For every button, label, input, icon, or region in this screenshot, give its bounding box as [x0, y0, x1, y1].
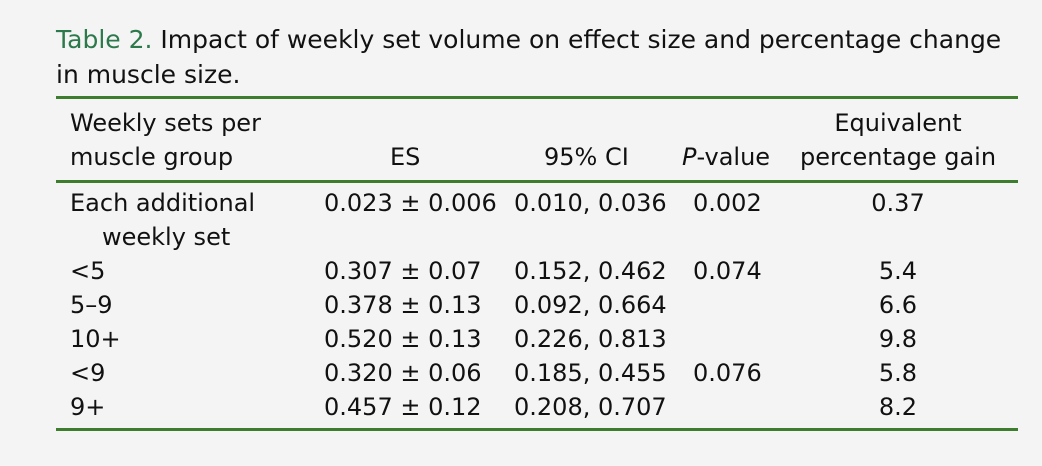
table-caption-text: Impact of weekly set volume on effect si…: [56, 25, 1002, 89]
table-cell-gain: 8.2: [878, 393, 918, 421]
row-group-line2: weekly set: [102, 223, 231, 251]
header-gain-line2: percentage gain: [799, 143, 997, 171]
header-p-letter: P: [682, 143, 697, 171]
table-cell-gain: 6.6: [878, 291, 918, 319]
table-cell-ci: 0.010, 0.036: [514, 189, 667, 217]
table-cell-ci: 0.185, 0.455: [514, 359, 667, 387]
table-cell-es: 0.378 ± 0.13: [324, 291, 482, 319]
table-label: Table 2.: [56, 25, 153, 54]
header-gain-line1: Equivalent: [834, 109, 962, 137]
table-cell-ci: 0.226, 0.813: [514, 325, 667, 353]
header-weekly-sets-line1: Weekly sets per: [70, 109, 261, 137]
header-ci: 95% CI: [544, 143, 629, 171]
table-cell-es: 0.520 ± 0.13: [324, 325, 482, 353]
table-cell-es: 0.307 ± 0.07: [324, 257, 482, 285]
header-es: ES: [390, 143, 421, 171]
header-p-value: P-value: [682, 140, 770, 174]
table-row-group: Each additional weekly set: [70, 186, 255, 254]
header-percentage-gain: Equivalent percentage gain: [798, 106, 998, 174]
table-cell-es: 0.023 ± 0.006: [324, 189, 497, 217]
table-cell-group: 9+: [70, 393, 106, 421]
table-cell-es: 0.457 ± 0.12: [324, 393, 482, 421]
table-cell-p: 0.076: [693, 359, 762, 387]
header-weekly-sets-line2: muscle group: [70, 143, 234, 171]
table-cell-p: 0.002: [693, 189, 762, 217]
row-group-line1: Each additional: [70, 189, 256, 217]
table-cell-ci: 0.152, 0.462: [514, 257, 667, 285]
table-cell-gain: 9.8: [878, 325, 918, 353]
table-cell-group: <5: [70, 257, 106, 285]
header-p-suffix: -value: [696, 143, 771, 171]
top-rule: [56, 96, 1018, 99]
table-caption: Table 2. Impact of weekly set volume on …: [56, 22, 1018, 92]
header-weekly-sets: Weekly sets per muscle group: [70, 106, 261, 174]
bottom-rule: [56, 428, 1018, 431]
table-cell-ci: 0.092, 0.664: [514, 291, 667, 319]
table-cell-group: 5–9: [70, 291, 113, 319]
table-cell-group: 10+: [70, 325, 121, 353]
header-rule: [56, 180, 1018, 183]
table-cell-gain: 0.37: [871, 189, 925, 217]
table-cell-ci: 0.208, 0.707: [514, 393, 667, 421]
table-cell-es: 0.320 ± 0.06: [324, 359, 482, 387]
table-cell-gain: 5.8: [878, 359, 918, 387]
table-cell-group: <9: [70, 359, 106, 387]
table-cell-p: 0.074: [693, 257, 762, 285]
table-cell-gain: 5.4: [878, 257, 918, 285]
